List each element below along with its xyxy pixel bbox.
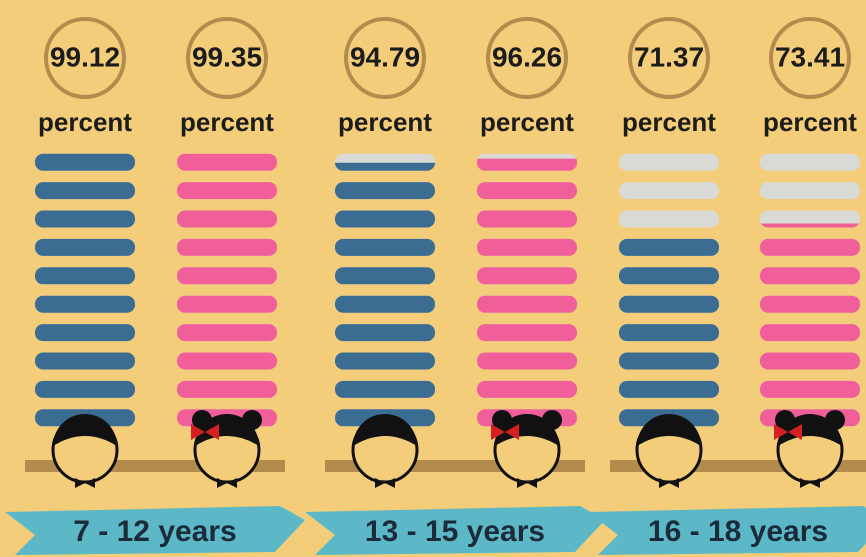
- stripe: [335, 381, 435, 398]
- stripe: [619, 381, 719, 398]
- stripe: [335, 239, 435, 256]
- stripe: [177, 296, 277, 313]
- value: 99.12: [50, 41, 120, 72]
- stripe-empty: [760, 182, 860, 199]
- stripe: [177, 211, 277, 228]
- stripe: [477, 353, 577, 370]
- stripe: [177, 154, 277, 171]
- stripe: [335, 296, 435, 313]
- stripe: [619, 324, 719, 341]
- stripe-empty: [619, 211, 719, 228]
- stripe-empty: [619, 182, 719, 199]
- stripe: [35, 154, 135, 171]
- stripe: [35, 324, 135, 341]
- unit: percent: [180, 107, 274, 137]
- stripe: [760, 381, 860, 398]
- stripe: [177, 353, 277, 370]
- stripe: [760, 239, 860, 256]
- stripe: [177, 267, 277, 284]
- stripe-empty: [619, 154, 719, 171]
- stripe: [177, 239, 277, 256]
- stripe: [335, 267, 435, 284]
- stripe: [35, 211, 135, 228]
- unit: percent: [480, 107, 574, 137]
- stripe: [477, 267, 577, 284]
- stripe: [35, 296, 135, 313]
- stripe: [335, 353, 435, 370]
- group-label: 16 - 18 years: [648, 515, 828, 548]
- value: 96.26: [492, 41, 562, 72]
- stripe: [477, 239, 577, 256]
- value: 99.35: [192, 41, 262, 72]
- stripe: [760, 324, 860, 341]
- stripe: [335, 211, 435, 228]
- stripe: [619, 353, 719, 370]
- stripe: [35, 182, 135, 199]
- value: 73.41: [775, 41, 845, 72]
- unit: percent: [763, 107, 857, 137]
- unit: percent: [622, 107, 716, 137]
- unit: percent: [38, 107, 132, 137]
- stripe: [35, 353, 135, 370]
- stripe: [35, 267, 135, 284]
- stripe: [760, 267, 860, 284]
- stripe: [619, 296, 719, 313]
- stripe: [335, 324, 435, 341]
- stripe: [35, 239, 135, 256]
- stripe: [477, 211, 577, 228]
- infographic: 7 - 12 years 99.12 percent 99.35 percent 13 -…: [0, 0, 866, 557]
- stripe: [477, 182, 577, 199]
- stripe: [760, 353, 860, 370]
- stripe-empty: [760, 154, 860, 171]
- value: 71.37: [634, 41, 704, 72]
- stripe: [477, 324, 577, 341]
- stripe: [760, 296, 860, 313]
- stripe: [177, 182, 277, 199]
- stripe: [35, 381, 135, 398]
- stripe: [619, 267, 719, 284]
- value: 94.79: [350, 41, 420, 72]
- stripe: [177, 381, 277, 398]
- stripe: [477, 381, 577, 398]
- stripe: [335, 182, 435, 199]
- stripe: [477, 296, 577, 313]
- stripe: [177, 324, 277, 341]
- group-label: 13 - 15 years: [365, 515, 545, 548]
- group-label: 7 - 12 years: [73, 515, 236, 548]
- stripe: [619, 239, 719, 256]
- unit: percent: [338, 107, 432, 137]
